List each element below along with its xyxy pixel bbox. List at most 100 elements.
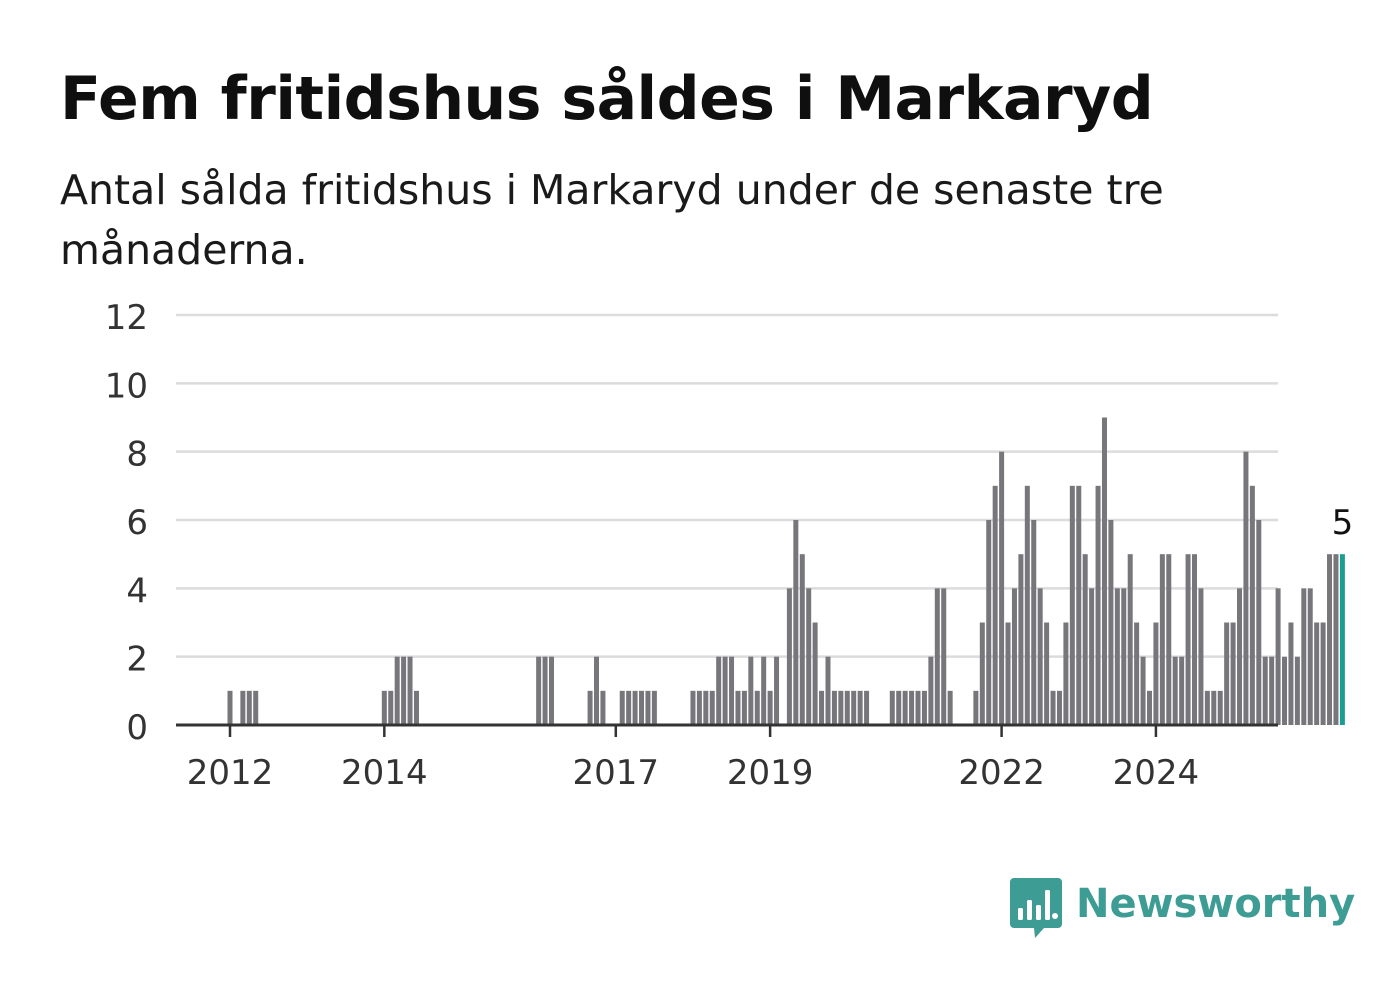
bar [754, 690, 760, 725]
bar [227, 690, 233, 725]
bar [1243, 451, 1249, 725]
bar [1166, 554, 1172, 725]
bar [1204, 690, 1210, 725]
y-tick-label: 4 [126, 571, 148, 611]
bar [786, 588, 792, 725]
bar [600, 690, 606, 725]
bar [1269, 656, 1275, 725]
bar [703, 690, 709, 725]
bar [1005, 622, 1011, 725]
bar [1192, 554, 1197, 725]
bar [831, 690, 837, 725]
bar [741, 690, 747, 725]
bar [767, 690, 773, 725]
y-tick-label: 8 [126, 435, 148, 475]
bar [1069, 485, 1075, 725]
bar [928, 656, 934, 725]
bar [549, 656, 554, 725]
bar [1249, 485, 1255, 725]
bar [857, 690, 863, 725]
bar [979, 622, 985, 725]
bar [381, 690, 387, 725]
bar [921, 690, 927, 725]
bar [748, 656, 754, 725]
bar [594, 656, 600, 725]
bar [1076, 485, 1082, 725]
bar [864, 690, 870, 725]
bar [1320, 622, 1326, 725]
bar [401, 656, 407, 725]
bar [536, 656, 542, 725]
bar [388, 690, 394, 725]
bar [1024, 485, 1030, 725]
bar [626, 690, 632, 725]
bar [947, 690, 953, 725]
bar [1179, 656, 1185, 725]
bar [1018, 554, 1024, 725]
bar [1217, 690, 1223, 725]
bar [1037, 588, 1043, 725]
bar [407, 656, 413, 725]
bar [1230, 622, 1236, 725]
bar [889, 690, 895, 725]
bar [909, 690, 915, 725]
bar [1237, 588, 1243, 725]
brand-name: Newsworthy [1076, 881, 1356, 927]
bar [992, 485, 998, 725]
bar [1282, 656, 1288, 725]
bar [709, 690, 715, 725]
bar [1307, 588, 1313, 725]
x-tick-label: 2024 [1113, 753, 1200, 793]
brand-logo: Newsworthy [1010, 878, 1355, 938]
bar [1211, 690, 1217, 725]
bar [915, 690, 921, 725]
bar [793, 520, 799, 725]
bar [819, 690, 825, 725]
bar [1153, 622, 1159, 725]
bar [851, 690, 857, 725]
bar [735, 690, 741, 725]
bar [1262, 656, 1268, 725]
bar [986, 520, 992, 725]
bar [825, 656, 831, 725]
bar [1288, 622, 1294, 725]
bar [1314, 622, 1320, 725]
bar [246, 690, 252, 725]
bar [716, 656, 722, 725]
bar [413, 690, 419, 725]
bar [806, 588, 812, 725]
bar [1333, 554, 1339, 725]
bar [542, 656, 548, 725]
bar-chart: 0 2 4 6 8 10 12 2012 2014 2017 2019 2022 2024 5 [105, 298, 1353, 793]
bar [1108, 520, 1114, 725]
bar [1114, 588, 1120, 725]
bar [1185, 554, 1191, 725]
bar [240, 690, 246, 725]
bar [1198, 588, 1204, 725]
chart-subtitle: Antal sålda fritidshus i Markaryd under … [60, 166, 1164, 274]
bar [1172, 656, 1178, 725]
bar [999, 451, 1005, 725]
bar [729, 656, 735, 725]
bar [1140, 656, 1146, 725]
bar [1101, 417, 1107, 725]
bar [1089, 588, 1095, 725]
bar [690, 690, 696, 725]
bar [651, 690, 657, 725]
bar [799, 554, 805, 725]
bar [1224, 622, 1230, 725]
bar [934, 588, 940, 725]
bar [1044, 622, 1050, 725]
bar [1063, 622, 1069, 725]
bar [253, 690, 259, 725]
bar [774, 656, 780, 725]
bar [941, 588, 947, 725]
bar [1134, 622, 1140, 725]
y-tick-label: 6 [126, 503, 148, 543]
bar [896, 690, 902, 725]
x-tick-label: 2019 [727, 753, 814, 793]
bar [645, 690, 651, 725]
bar [1146, 690, 1152, 725]
bar [1127, 554, 1133, 725]
bar [973, 690, 979, 725]
